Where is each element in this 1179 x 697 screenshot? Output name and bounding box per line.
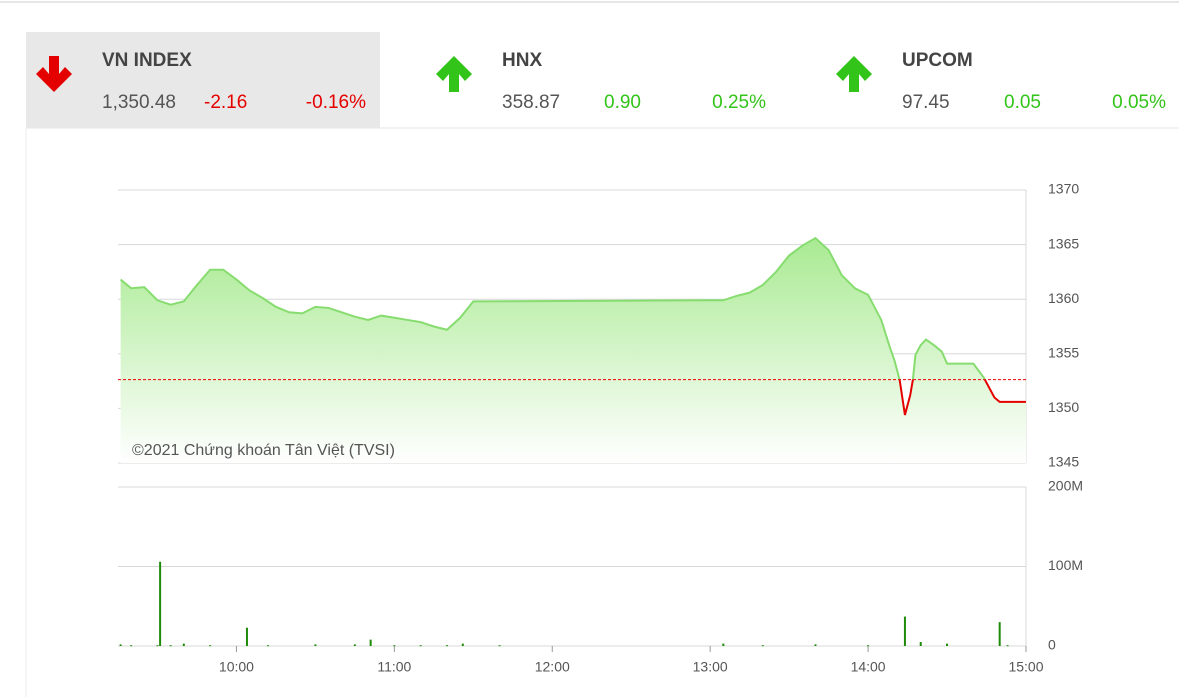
x-tick-label: 15:00 xyxy=(1008,659,1043,675)
volume-bar xyxy=(814,644,817,646)
volume-bar xyxy=(267,645,270,647)
annotation: ©2021 Chứng khoán Tân Việt (TVSI) xyxy=(132,442,395,459)
volume-bar xyxy=(209,645,212,647)
x-tick-label: 10:00 xyxy=(219,659,254,675)
volume-bar xyxy=(919,642,922,646)
price-line xyxy=(119,236,1026,416)
volume-bar xyxy=(722,643,725,646)
x-tick-label: 13:00 xyxy=(693,659,728,675)
index-tile: UPCOM 97.45 0.05 0.05% xyxy=(826,32,1179,128)
arrow-icon xyxy=(436,56,472,92)
volume-bar xyxy=(498,645,501,647)
index-percent: -0.16% xyxy=(305,92,366,113)
index-percent: 0.05% xyxy=(1112,92,1166,113)
volume-bar xyxy=(182,643,185,646)
volume-bar xyxy=(946,643,949,646)
index-change: 0.90 xyxy=(604,92,641,113)
volume-bar xyxy=(245,627,248,646)
y-tick-label: 1365 xyxy=(1048,235,1079,251)
arrow-icon xyxy=(836,56,872,92)
index-tile: HNX 358.87 0.90 0.25% xyxy=(426,32,780,128)
index-name: VN INDEX xyxy=(102,50,192,71)
volume-bar xyxy=(369,639,372,646)
volume-bar xyxy=(998,622,1001,646)
volume-bar xyxy=(761,645,764,647)
volume-bar xyxy=(445,645,448,647)
index-value: 1,350.48 xyxy=(102,92,176,113)
volume-bar xyxy=(461,643,464,646)
index-percent: 0.25% xyxy=(712,92,766,113)
y-tick-label: 1360 xyxy=(1048,290,1079,306)
volume-bar xyxy=(130,645,133,647)
volume-bar xyxy=(119,644,122,646)
volume-bar xyxy=(1006,645,1009,647)
y-tick-label: 1345 xyxy=(1048,454,1079,470)
y-tick-label: 100M xyxy=(1048,557,1083,573)
volume-bar xyxy=(156,645,159,647)
y-tick-label: 200M xyxy=(1048,478,1083,494)
x-tick-label: 14:00 xyxy=(851,659,886,675)
area xyxy=(120,238,1026,463)
volume-bar xyxy=(903,616,906,646)
volume-bar xyxy=(353,644,356,646)
volume-bar xyxy=(314,644,317,646)
volume-bar xyxy=(393,645,396,647)
y-tick-label: 1350 xyxy=(1048,399,1079,415)
volume-bar xyxy=(867,645,870,647)
y-tick-label: 1355 xyxy=(1048,345,1079,361)
index-name: HNX xyxy=(502,50,543,71)
x-tick-label: 11:00 xyxy=(377,659,411,675)
volume-bar xyxy=(169,645,172,647)
index-change: 0.05 xyxy=(1004,92,1041,113)
index-name: UPCOM xyxy=(902,50,973,71)
volume-bar xyxy=(159,561,162,646)
index-value: 358.87 xyxy=(502,92,561,113)
volume-bar xyxy=(419,645,422,647)
arrow-icon xyxy=(36,56,72,92)
x-tick-label: 12:00 xyxy=(535,659,570,675)
y-tick-label: 0 xyxy=(1048,637,1056,653)
y-tick-label: 1370 xyxy=(1048,181,1079,197)
index-change: -2.16 xyxy=(204,92,248,113)
index-tile: VN INDEX 1,350.48 -2.16 -0.16% xyxy=(26,32,380,128)
index-value: 97.45 xyxy=(902,92,950,113)
